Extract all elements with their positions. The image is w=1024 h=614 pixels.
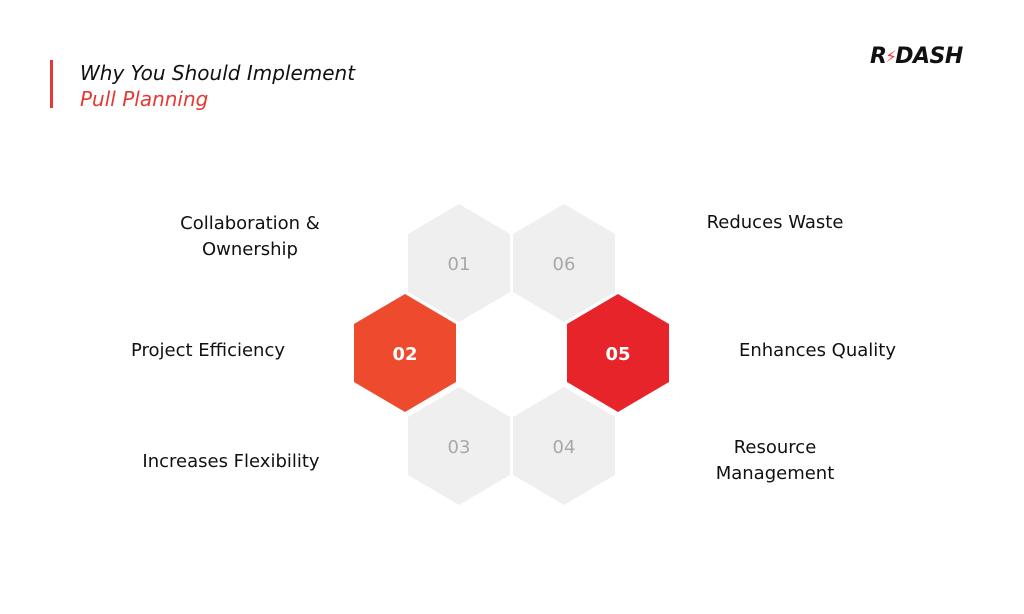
bolt-icon: ⚡ bbox=[885, 47, 897, 66]
hexagon-06: 06 bbox=[513, 204, 615, 322]
hexagon-04-number: 04 bbox=[553, 437, 576, 458]
hexagon-05-number: 05 bbox=[605, 344, 630, 365]
hexagon-04: 04 bbox=[513, 387, 615, 505]
logo-text-r: R bbox=[870, 44, 887, 69]
hexagon-05-shape bbox=[567, 294, 669, 412]
hexagon-03-shape bbox=[408, 387, 510, 505]
hexagon-01-number: 01 bbox=[448, 254, 471, 275]
label-enhances-quality: Enhances Quality bbox=[738, 340, 897, 361]
hexagon-01-shape bbox=[408, 204, 510, 322]
label-project-efficiency: Project Efficiency bbox=[130, 340, 285, 361]
hexagon-02-shape bbox=[354, 294, 456, 412]
hexagon-04-shape bbox=[513, 387, 615, 505]
logo-text-dash: DASH bbox=[895, 44, 963, 69]
brand-logo: R ⚡ DASH bbox=[870, 44, 963, 69]
hexagon-05: 05 bbox=[567, 294, 669, 412]
hexagon-02: 02 bbox=[354, 294, 456, 412]
hexagon-01: 01 bbox=[408, 204, 510, 322]
hexagon-03-number: 03 bbox=[448, 437, 471, 458]
hexagon-06-shape bbox=[513, 204, 615, 322]
title-accent-bar bbox=[50, 60, 53, 108]
page-title: Why You Should Implement Pull Planning bbox=[80, 60, 355, 112]
label-resource-management: Resource Management bbox=[715, 437, 835, 484]
label-collaboration-ownership: Collaboration & Ownership bbox=[180, 213, 320, 260]
label-increases-flexibility: Increases Flexibility bbox=[142, 451, 320, 472]
label-reduces-waste: Reduces Waste bbox=[706, 212, 844, 233]
hexagon-03: 03 bbox=[408, 387, 510, 505]
hexagon-02-number: 02 bbox=[392, 344, 417, 365]
title-line-1: Why You Should Implement bbox=[80, 61, 356, 85]
hexagon-06-number: 06 bbox=[553, 254, 576, 275]
title-line-2: Pull Planning bbox=[80, 87, 209, 111]
